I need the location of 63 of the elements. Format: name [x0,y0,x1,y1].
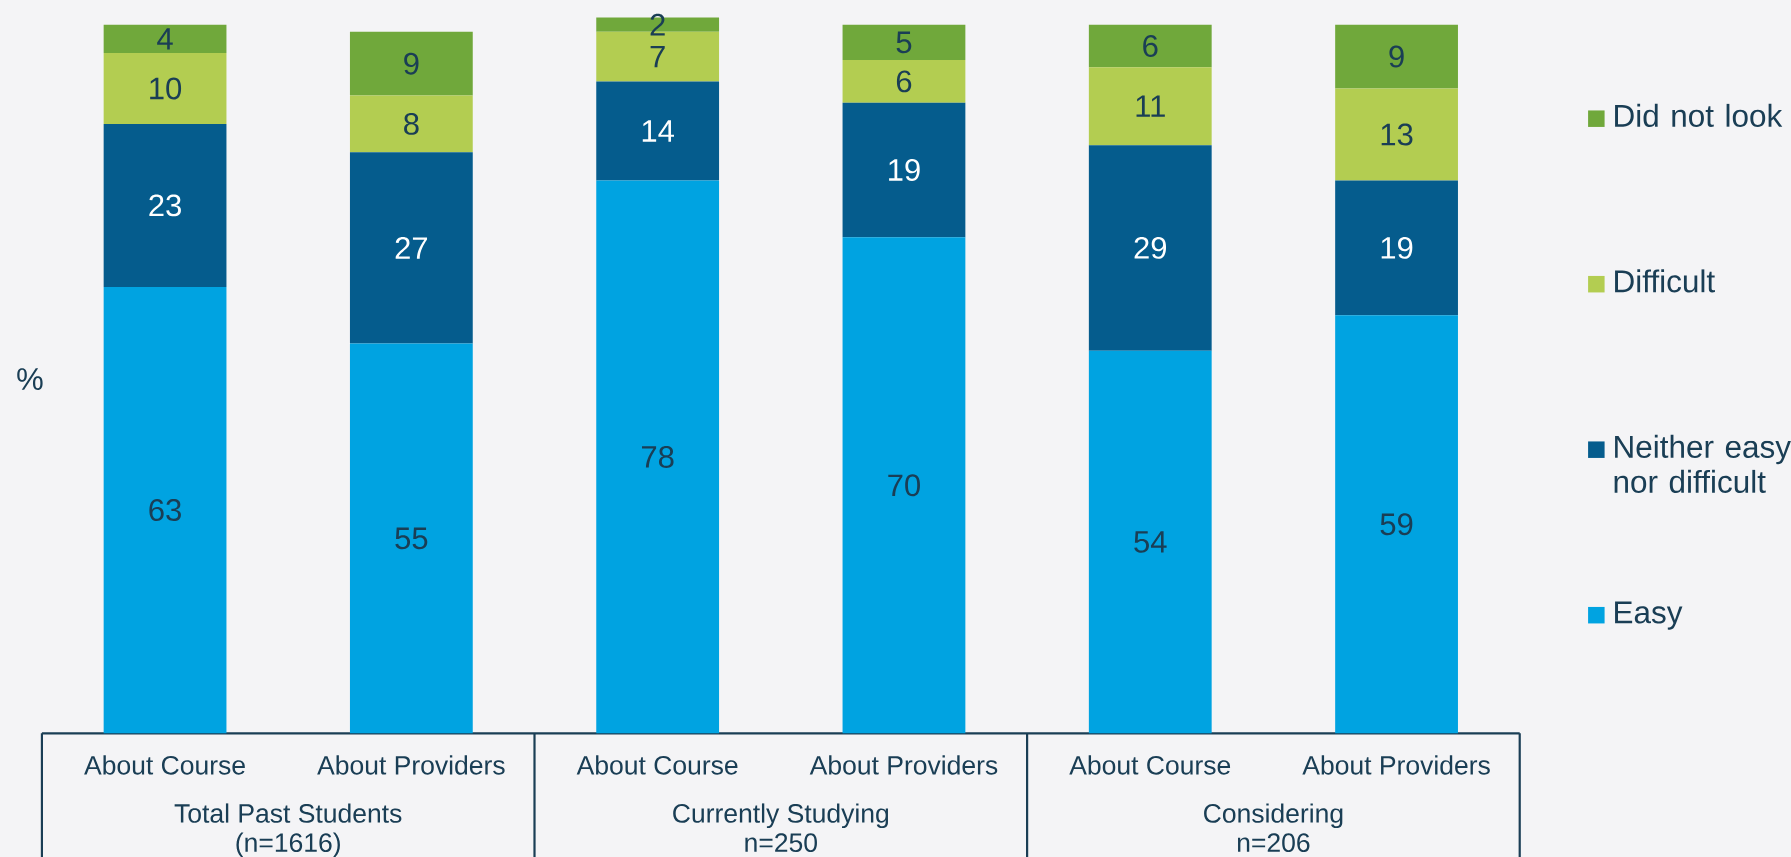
bar [349,95,473,153]
data-label: 5 [896,31,912,54]
data-label: 9 [1389,45,1404,68]
data-label: 55 [395,527,428,550]
data-label: 78 [642,445,674,468]
bar [1088,145,1212,351]
data-label: 19 [889,158,920,181]
data-label: 4 [157,28,173,50]
y-axis-title: % [17,368,43,390]
bar [1335,180,1458,316]
legend-label: Did not look [1615,103,1783,127]
data-label: 27 [395,237,428,259]
bar [103,24,227,54]
data-label: 14 [642,120,674,142]
bar [349,31,473,96]
data-label: 54 [1134,531,1167,553]
data-label: 59 [1380,513,1413,536]
bar [349,343,473,734]
legend-label: Difficult [1615,269,1715,293]
bar [842,24,966,61]
legend-label: Easy [1615,601,1683,630]
data-label: 19 [1381,236,1413,259]
data-label: 6 [1143,34,1158,57]
x-tick-label: About Providers [809,755,998,775]
bar [103,53,227,124]
data-label: 70 [888,474,920,497]
text: n=250 [745,833,817,853]
data-label: 11 [1136,95,1165,117]
data-label: 2 [650,13,665,36]
text: (n=1616) [236,832,340,857]
x-tick-label: About Course [576,755,738,775]
text: Total Past Students [174,803,402,823]
bar [103,123,227,287]
data-label: 63 [149,499,181,522]
bar [1335,88,1458,181]
bar [842,237,966,734]
bar [842,60,966,103]
data-label: 23 [149,194,181,217]
data-label: 9 [404,52,419,75]
bar [842,102,966,238]
text: Currently Studying [673,803,889,829]
data-label: 13 [1381,123,1413,146]
text: n=206 [1237,833,1310,853]
bar [1335,315,1458,734]
bar [596,81,720,181]
bar [1088,350,1212,734]
bar [1088,24,1212,68]
bar [596,180,720,734]
data-label: 10 [150,77,182,100]
x-tick-label: About Providers [1302,755,1490,775]
x-tick-label: About Course [84,755,245,775]
legend-label: Neither easy nor difficult [1614,434,1791,493]
x-tick-label: About Providers [317,755,505,775]
data-label: 8 [404,112,419,135]
data-label: 6 [896,70,912,93]
bar [1088,67,1212,146]
bar [349,152,473,344]
text: Considering [1204,803,1343,829]
bar [1335,24,1458,89]
x-tick-label: About Course [1069,755,1231,775]
data-label: 7 [650,45,665,68]
bar [103,286,227,734]
data-label: 29 [1134,236,1167,259]
